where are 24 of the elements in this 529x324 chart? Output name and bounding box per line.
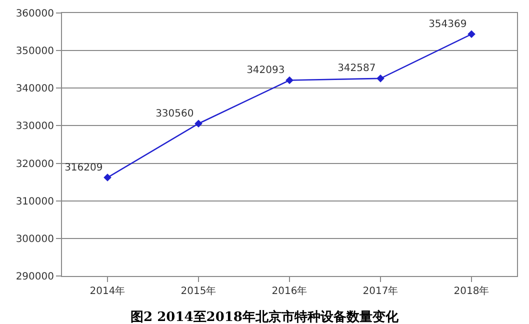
y-tick-label: 350000 <box>16 46 54 58</box>
point <box>468 30 476 38</box>
x-tick-label: 2017年 <box>362 285 398 297</box>
point <box>104 174 112 182</box>
data-label: 330560 <box>156 108 194 120</box>
x-tick-label: 2014年 <box>90 285 126 297</box>
y-tick-label: 340000 <box>16 84 54 95</box>
data-label: 342093 <box>246 65 285 76</box>
x-tick-label: 2018年 <box>454 285 490 297</box>
point <box>286 76 294 84</box>
data-label: 316209 <box>64 162 103 174</box>
y-tick-label: 290000 <box>16 272 54 282</box>
data-label: 354369 <box>428 18 467 30</box>
y-tick-label: 330000 <box>16 121 54 132</box>
x-tick-label: 2016年 <box>272 285 308 297</box>
point <box>376 74 384 82</box>
y-tick-label: 310000 <box>16 196 54 208</box>
x-tick-label: 2015年 <box>180 285 216 297</box>
text: 图2 2014至2018年北京市特种设备数量变化 <box>130 308 400 324</box>
point <box>194 120 202 128</box>
y-tick-label: 360000 <box>16 8 54 20</box>
y-tick-label: 300000 <box>16 234 54 245</box>
y-tick-label: 320000 <box>16 158 54 170</box>
data-label: 342587 <box>338 63 376 74</box>
